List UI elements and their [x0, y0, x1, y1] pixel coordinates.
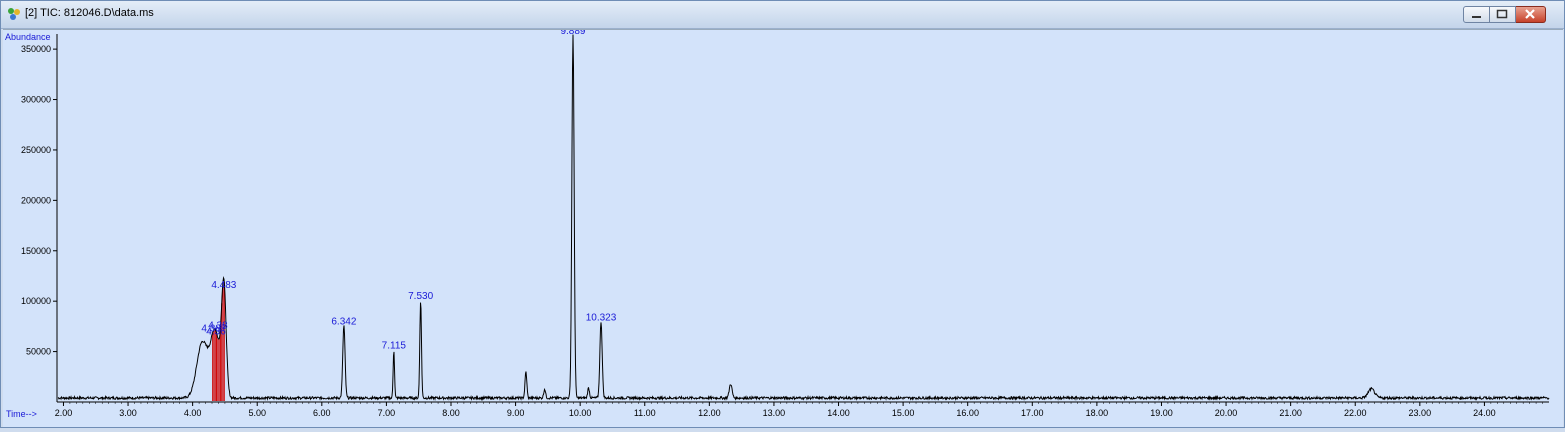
cluster-peak-label: 4.36	[206, 326, 226, 337]
chromatogram-chart[interactable]: Abundance Time--> 50000 100000 150000 20000…	[3, 26, 1563, 427]
peak-label: 4.483	[211, 280, 236, 291]
x-tick-label: 14.00	[827, 408, 850, 418]
x-tick-label: 19.00	[1150, 408, 1173, 418]
x-tick-label: 15.00	[892, 408, 915, 418]
title-bar[interactable]: [2] TIC: 812046.D\data.ms	[1, 1, 1564, 29]
x-tick-label: 17.00	[1021, 408, 1044, 418]
close-icon	[1525, 9, 1535, 19]
y-tick-label: 350000	[21, 44, 51, 54]
x-tick-label: 5.00	[248, 408, 266, 418]
x-tick-label: 10.00	[569, 408, 592, 418]
x-axis-label: Time-->	[6, 409, 37, 419]
x-tick-label: 22.00	[1344, 408, 1367, 418]
peak-label: 10.323	[586, 312, 617, 323]
plot-area[interactable]: Abundance Time--> 50000 100000 150000 20000…	[3, 26, 1563, 427]
peak-label: 7.115	[382, 341, 407, 352]
peak-label: 9.889	[560, 30, 585, 37]
x-tick-label: 16.00	[956, 408, 979, 418]
y-tick-label: 200000	[21, 195, 51, 205]
minimize-button[interactable]	[1463, 6, 1490, 23]
maximize-button[interactable]	[1490, 6, 1516, 23]
x-tick-label: 8.00	[442, 408, 460, 418]
x-tick-label: 20.00	[1215, 408, 1238, 418]
y-tick-label: 50000	[26, 347, 51, 357]
x-tick-label: 2.00	[55, 408, 73, 418]
x-tick-label: 6.00	[313, 408, 331, 418]
x-tick-label: 13.00	[763, 408, 786, 418]
x-tick-label: 23.00	[1409, 408, 1432, 418]
y-axis-label: Abundance	[5, 32, 51, 42]
x-tick-label: 12.00	[698, 408, 721, 418]
peak-label: 7.530	[408, 291, 433, 302]
maximize-icon	[1496, 9, 1508, 19]
close-button[interactable]	[1516, 6, 1546, 23]
y-tick-label: 100000	[21, 296, 51, 306]
y-tick-label: 300000	[21, 95, 51, 105]
app-icon	[8, 8, 20, 20]
x-tick-label: 7.00	[378, 408, 396, 418]
x-tick-label: 18.00	[1086, 408, 1109, 418]
x-tick-label: 21.00	[1279, 408, 1302, 418]
x-tick-label: 4.00	[184, 408, 202, 418]
x-tick-label: 11.00	[634, 408, 656, 418]
x-tick-label: 9.00	[507, 408, 525, 418]
x-tick-label: 3.00	[119, 408, 137, 418]
x-tick-label: 24.00	[1473, 408, 1496, 418]
y-tick-label: 150000	[21, 246, 51, 256]
peak-label: 6.342	[331, 316, 356, 327]
cluster-peak-label: 4.387	[201, 323, 226, 334]
minimize-icon	[1472, 16, 1481, 18]
cluster-peak-label: 4.38	[208, 320, 228, 331]
y-tick-label: 250000	[21, 145, 51, 155]
tic-trace	[57, 34, 1550, 402]
window-title: [2] TIC: 812046.D\data.ms	[25, 7, 154, 19]
